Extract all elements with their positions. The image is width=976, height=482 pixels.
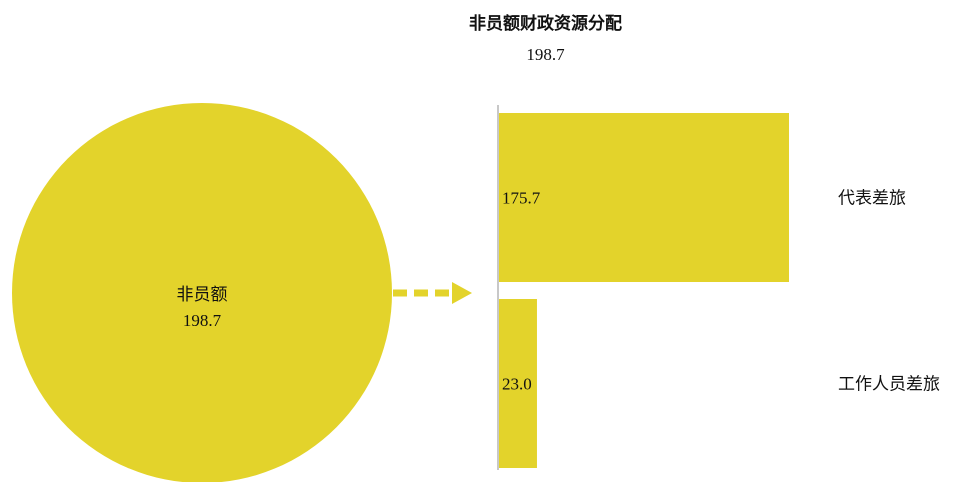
bar-value-label-2: 23.0 <box>502 375 532 394</box>
source-label: 非员额 <box>177 285 228 305</box>
source-circle <box>12 103 392 482</box>
arrow-head <box>452 282 472 304</box>
category-label-2: 工作人员差旅 <box>838 375 940 395</box>
category-label-1: 代表差旅 <box>838 189 906 209</box>
bar-value-label-1: 175.7 <box>502 189 541 208</box>
source-value: 198.7 <box>183 311 222 330</box>
bar-1 <box>499 113 789 282</box>
chart-subtitle: 198.7 <box>526 45 565 64</box>
bars-group: 175.7 代表差旅 23.0 工作人员差旅 <box>499 113 940 468</box>
flow-arrow-icon <box>393 282 472 304</box>
chart-title: 非员额财政资源分配 <box>469 14 622 34</box>
bar-2 <box>499 299 537 468</box>
